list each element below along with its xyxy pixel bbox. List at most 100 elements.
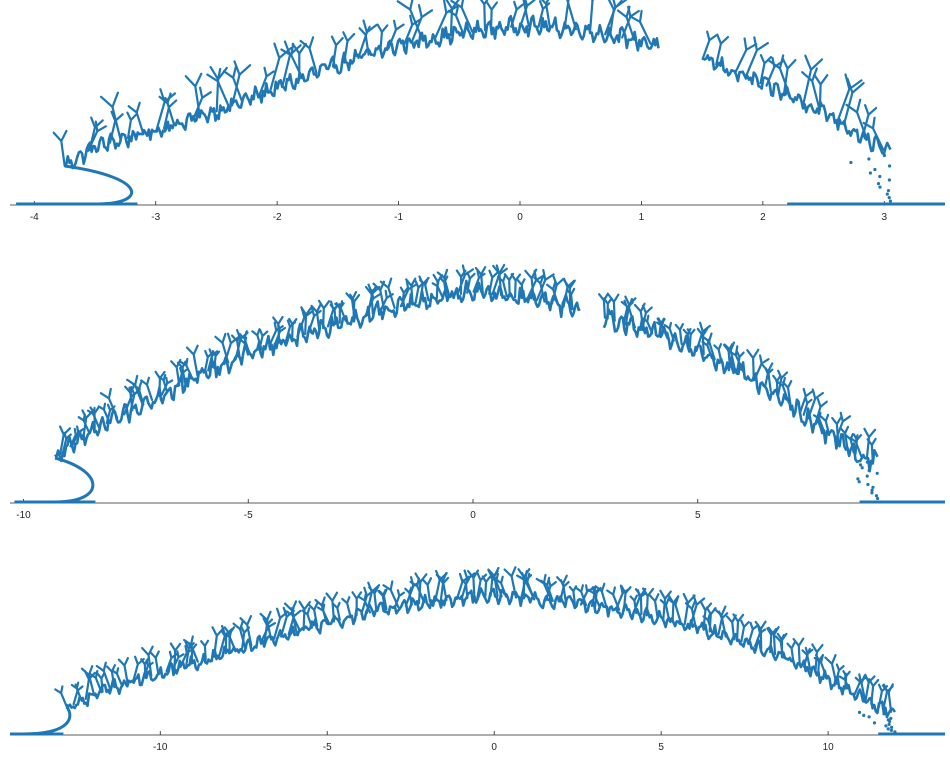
branch [814, 398, 828, 426]
branch [682, 592, 696, 626]
branch [516, 278, 526, 300]
trail-dot [876, 182, 881, 186]
branch [140, 657, 150, 679]
branch [777, 369, 789, 397]
branch [740, 619, 750, 643]
branch [540, 0, 551, 29]
branch [351, 591, 363, 617]
trail-dot [888, 199, 893, 203]
left-hook-curve [23, 706, 72, 736]
branch [474, 266, 487, 294]
branch [834, 663, 845, 685]
branch [342, 31, 356, 64]
branch [813, 653, 829, 680]
x-tick-label: -2 [273, 212, 282, 223]
x-tick-label: 1 [639, 212, 645, 223]
trail-dot [871, 485, 875, 489]
branch [54, 685, 68, 709]
branch [629, 9, 652, 45]
branch [485, 1, 498, 31]
branch [237, 330, 251, 356]
panel-2: -10 -5 0 5 [10, 263, 945, 521]
branch [546, 281, 560, 307]
branch [378, 588, 388, 611]
trail-dot [873, 167, 877, 172]
branch [801, 67, 821, 111]
branch [299, 36, 318, 74]
branch [642, 587, 655, 617]
branch [438, 275, 449, 298]
branch [831, 416, 842, 443]
trail-dot [889, 728, 894, 733]
branch [310, 303, 322, 331]
branch [251, 328, 263, 351]
trail-dot [876, 496, 880, 501]
branch [206, 67, 230, 108]
x-tick-label: -5 [323, 742, 332, 753]
branch [648, 593, 660, 619]
branch [786, 641, 796, 664]
branch [222, 65, 244, 103]
branch [881, 683, 894, 713]
trail-dot [888, 719, 892, 724]
trail-dot [856, 477, 860, 481]
branch [802, 396, 813, 416]
branch [479, 0, 489, 32]
x-tick-label: 0 [491, 742, 497, 753]
branch [819, 413, 831, 437]
branch [684, 600, 697, 628]
x-ticks: -10 -5 0 5 [16, 499, 701, 521]
trail-dot [867, 715, 871, 719]
branch [701, 30, 718, 61]
branch [300, 306, 313, 336]
branch [700, 601, 713, 631]
branch [200, 639, 210, 661]
x-tick-label: 0 [517, 212, 523, 223]
trail-dot [862, 713, 866, 718]
trail-dot [889, 716, 893, 721]
branch [713, 343, 723, 364]
branch [659, 589, 672, 621]
trail-dot [887, 196, 891, 200]
branch [813, 73, 829, 111]
branch [594, 582, 608, 610]
branch [807, 388, 824, 420]
branch [759, 54, 772, 85]
branch [77, 413, 91, 434]
branch [403, 14, 422, 46]
branch [866, 437, 877, 462]
branch [262, 617, 273, 643]
branch [140, 376, 154, 401]
branch [99, 387, 119, 419]
branch [126, 111, 138, 140]
branch [307, 602, 319, 628]
branch [734, 37, 758, 74]
trail-dot [870, 488, 874, 492]
branch [447, 6, 465, 34]
branch [97, 402, 111, 423]
branch [620, 297, 636, 329]
branch [621, 5, 640, 39]
branch [746, 348, 760, 381]
trail-dot [857, 710, 862, 715]
x-tick-label: -10 [153, 742, 168, 753]
branch [436, 268, 451, 298]
trail-dot [882, 153, 887, 158]
branch [223, 629, 237, 652]
branch [183, 635, 199, 663]
branch [207, 348, 219, 372]
branch [158, 92, 176, 127]
trail-dot [870, 491, 874, 495]
branch [358, 593, 372, 614]
branch [659, 597, 671, 622]
branch [399, 286, 409, 307]
trail-dot [849, 160, 853, 165]
branch [674, 323, 684, 345]
branch [781, 380, 793, 405]
branch [472, 270, 486, 293]
branch [345, 291, 358, 320]
branch [450, 0, 474, 33]
branch [510, 0, 524, 28]
branch [862, 116, 885, 151]
